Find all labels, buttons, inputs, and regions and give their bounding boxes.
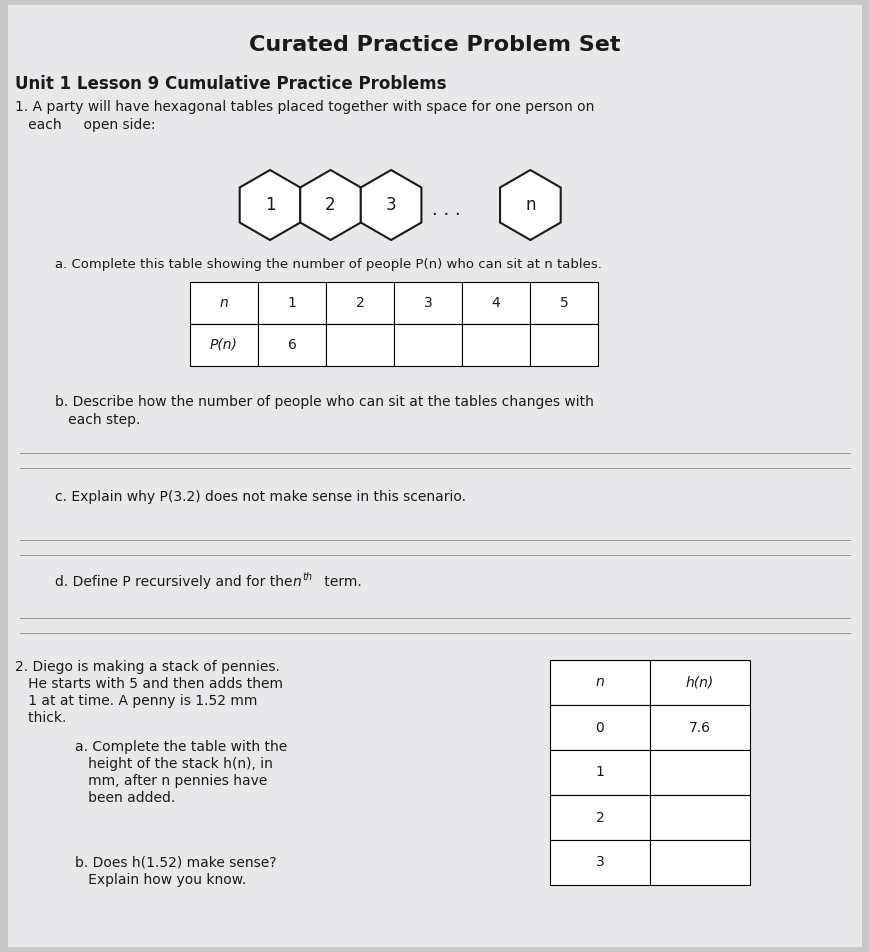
Text: n: n <box>219 296 228 310</box>
Text: h(n): h(n) <box>685 676 713 689</box>
Text: c. Explain why P(3.2) does not make sense in this scenario.: c. Explain why P(3.2) does not make sens… <box>55 490 466 504</box>
Text: 1. A party will have hexagonal tables placed together with space for one person : 1. A party will have hexagonal tables pl… <box>15 100 594 114</box>
Text: been added.: been added. <box>75 791 175 805</box>
Text: term.: term. <box>320 575 362 589</box>
Bar <box>326 282 394 324</box>
Bar <box>258 282 326 324</box>
Bar <box>649 750 749 795</box>
FancyBboxPatch shape <box>8 5 861 947</box>
Text: 7.6: 7.6 <box>688 721 710 735</box>
Text: 1: 1 <box>288 296 296 310</box>
Text: He starts with 5 and then adds them: He starts with 5 and then adds them <box>15 677 282 691</box>
Bar <box>461 282 529 324</box>
Bar <box>549 795 649 840</box>
Bar <box>649 705 749 750</box>
Text: n: n <box>525 196 535 214</box>
Text: 2: 2 <box>595 810 604 824</box>
Text: 0: 0 <box>595 721 604 735</box>
Text: 3: 3 <box>423 296 432 310</box>
Text: . . .: . . . <box>432 201 461 219</box>
Text: 2: 2 <box>325 196 335 214</box>
Bar <box>549 660 649 705</box>
Text: d. Define P recursively and for the: d. Define P recursively and for the <box>55 575 296 589</box>
Bar <box>394 282 461 324</box>
Bar <box>258 324 326 366</box>
Polygon shape <box>361 170 421 240</box>
Text: mm, after n pennies have: mm, after n pennies have <box>75 774 267 788</box>
Text: 1: 1 <box>595 765 604 780</box>
Text: Explain how you know.: Explain how you know. <box>75 873 246 887</box>
Bar <box>649 840 749 885</box>
Text: 3: 3 <box>595 856 604 869</box>
Text: th: th <box>302 572 312 582</box>
Bar <box>549 750 649 795</box>
Bar <box>549 705 649 750</box>
Text: Curated Practice Problem Set: Curated Practice Problem Set <box>249 35 620 55</box>
Text: thick.: thick. <box>15 711 66 725</box>
Polygon shape <box>300 170 361 240</box>
Bar <box>394 324 461 366</box>
Bar <box>529 282 597 324</box>
Bar <box>189 324 258 366</box>
Bar <box>649 660 749 705</box>
Text: n: n <box>595 676 604 689</box>
Bar <box>649 795 749 840</box>
Bar <box>189 282 258 324</box>
Polygon shape <box>500 170 560 240</box>
Text: 1 at at time. A penny is 1.52 mm: 1 at at time. A penny is 1.52 mm <box>15 694 257 708</box>
Bar <box>326 324 394 366</box>
Text: 3: 3 <box>385 196 396 214</box>
Bar <box>529 324 597 366</box>
Text: 5: 5 <box>559 296 567 310</box>
Text: 1: 1 <box>264 196 275 214</box>
Text: Unit 1 Lesson 9 Cumulative Practice Problems: Unit 1 Lesson 9 Cumulative Practice Prob… <box>15 75 446 93</box>
Text: 4: 4 <box>491 296 500 310</box>
Text: P(n): P(n) <box>209 338 237 352</box>
Text: height of the stack h(n), in: height of the stack h(n), in <box>75 757 273 771</box>
Text: b. Describe how the number of people who can sit at the tables changes with: b. Describe how the number of people who… <box>55 395 594 409</box>
Text: b. Does h(1.52) make sense?: b. Does h(1.52) make sense? <box>75 855 276 869</box>
Text: 6: 6 <box>288 338 296 352</box>
Text: 2: 2 <box>355 296 364 310</box>
Text: a. Complete this table showing the number of people P(n) who can sit at n tables: a. Complete this table showing the numbe… <box>55 258 601 271</box>
Polygon shape <box>240 170 300 240</box>
Text: a. Complete the table with the: a. Complete the table with the <box>75 740 287 754</box>
Text: 2. Diego is making a stack of pennies.: 2. Diego is making a stack of pennies. <box>15 660 280 674</box>
Bar <box>461 324 529 366</box>
Text: each step.: each step. <box>55 413 140 427</box>
Text: n: n <box>293 575 302 589</box>
Bar <box>549 840 649 885</box>
Text: each     open side:: each open side: <box>15 118 156 132</box>
